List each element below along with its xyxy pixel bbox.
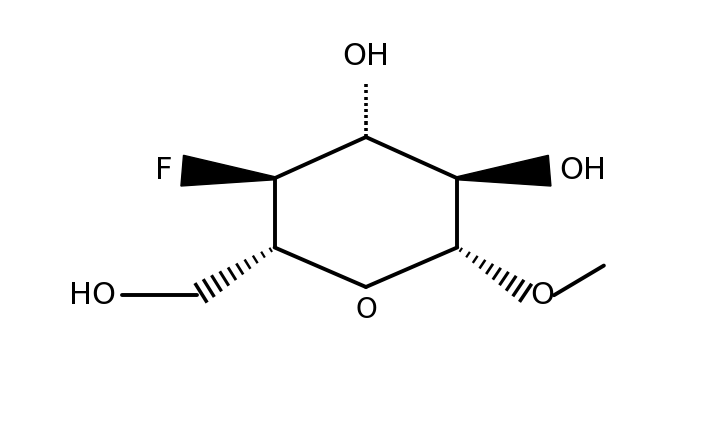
Polygon shape	[457, 155, 551, 186]
Text: O: O	[531, 281, 555, 310]
Text: OH: OH	[343, 42, 389, 71]
Text: O: O	[355, 296, 377, 324]
Polygon shape	[181, 155, 275, 186]
Text: OH: OH	[559, 156, 606, 185]
Text: F: F	[156, 156, 173, 185]
Text: HO: HO	[69, 281, 116, 310]
